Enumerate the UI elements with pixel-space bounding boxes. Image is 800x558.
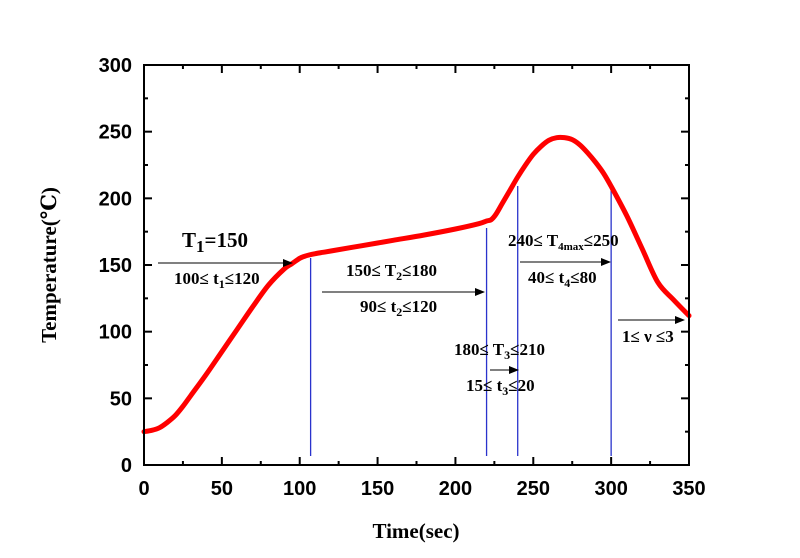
svg-text:T1=150: T1=150 <box>182 228 248 256</box>
svg-text:180≤ T3≤210: 180≤ T3≤210 <box>454 340 545 362</box>
t3-range-sub: 3 <box>502 384 508 398</box>
annotation-t2: 150≤ T2≤180 90≤ t2≤120 <box>322 261 485 319</box>
svg-text:90≤ t2≤120: 90≤ t2≤120 <box>360 297 437 319</box>
nu-label: 1≤ ν ≤3 <box>622 327 674 346</box>
x-tick-label: 200 <box>439 478 472 500</box>
t2-sub: 2 <box>396 269 402 283</box>
t1-range-rest: ≤120 <box>225 269 260 288</box>
t4-range-sub: 4 <box>564 276 570 290</box>
t3-sub: 3 <box>504 348 510 362</box>
t2-range-rest: ≤120 <box>402 297 437 316</box>
x-tick-label: 0 <box>138 478 149 500</box>
t2-range: 90≤ t <box>360 297 397 316</box>
t3-pre: 180≤ T <box>454 340 505 359</box>
y-tick-label: 50 <box>110 388 132 410</box>
t2-range-sub: 2 <box>396 305 402 319</box>
x-tick-label: 350 <box>672 478 705 500</box>
svg-text:15≤ t3≤20: 15≤ t3≤20 <box>466 376 535 398</box>
x-tick-label: 100 <box>283 478 316 500</box>
y-tick-label: 300 <box>99 55 132 77</box>
t4-rest: ≤250 <box>584 231 619 250</box>
svg-text:40≤ t4≤80: 40≤ t4≤80 <box>528 268 597 290</box>
y-tick-label: 100 <box>99 322 132 344</box>
t4-sub: 4max <box>558 241 584 253</box>
t2-pre: 150≤ T <box>346 261 397 280</box>
annotation-t3: 180≤ T3≤210 15≤ t3≤20 <box>454 340 545 398</box>
t3-range: 15≤ t <box>466 376 503 395</box>
plot-frame <box>143 64 690 466</box>
x-tick-label: 50 <box>211 478 233 500</box>
annotation-t1: T1=150 100≤ t1≤120 <box>158 228 293 291</box>
t2-rest: ≤180 <box>402 261 437 280</box>
t1-rest: =150 <box>205 228 248 252</box>
t1-range-sub: 1 <box>219 277 225 291</box>
x-tick-label: 250 <box>517 478 550 500</box>
y-tick-label: 200 <box>99 188 132 210</box>
x-axis-label: Time(sec) <box>372 519 459 543</box>
t1-sub: 1 <box>196 237 205 256</box>
t1-range: 100≤ t <box>174 269 219 288</box>
x-tick-label: 150 <box>361 478 394 500</box>
t3-rest: ≤210 <box>510 340 545 359</box>
x-tick-label: 300 <box>594 478 627 500</box>
t4-pre: 240≤ T <box>508 231 559 250</box>
svg-text:240≤ T4max≤250: 240≤ T4max≤250 <box>508 231 619 253</box>
svg-text:100≤ t1≤120: 100≤ t1≤120 <box>174 269 260 291</box>
annotation-t4: 240≤ T4max≤250 40≤ t4≤80 <box>508 231 619 290</box>
t4-range: 40≤ t <box>528 268 565 287</box>
y-axis-label: Temperature(℃) <box>37 187 61 343</box>
y-tick-label: 0 <box>121 455 132 477</box>
y-tick-label: 150 <box>99 255 132 277</box>
t1-label: T <box>182 228 196 252</box>
t3-range-rest: ≤20 <box>508 376 534 395</box>
t4-range-rest: ≤80 <box>570 268 596 287</box>
y-tick-label: 250 <box>99 122 132 144</box>
annotation-nu: 1≤ ν ≤3 <box>618 316 685 346</box>
svg-text:150≤ T2≤180: 150≤ T2≤180 <box>346 261 437 283</box>
tick-labels: 0 50 100 150 200 250 300 350 0 50 100 150 200 250 300 <box>99 55 706 500</box>
boundary-lines <box>309 186 612 456</box>
temperature-profile-line <box>141 134 692 435</box>
